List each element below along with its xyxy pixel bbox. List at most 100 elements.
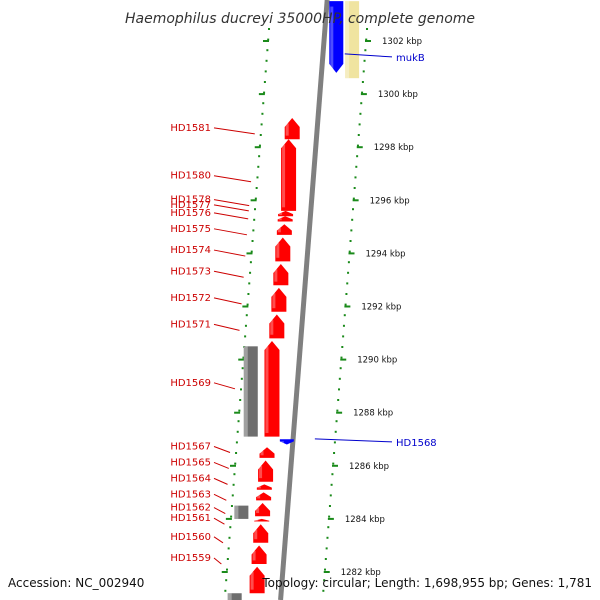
left-track-dot [226, 568, 229, 571]
left-track-dot [245, 314, 248, 317]
forward-cds-feature [269, 314, 285, 339]
right-track-dot [359, 112, 362, 115]
gene-label-left[interactable]: HD1563 [170, 489, 211, 500]
pseudogene-feature [243, 346, 258, 437]
left-track-dot [257, 165, 260, 168]
gene-label-left[interactable]: HD1569 [170, 378, 211, 389]
left-track-dot [235, 452, 238, 454]
right-track-dot [348, 250, 351, 253]
gene-label-left[interactable]: HD1571 [170, 319, 211, 330]
right-track-dot [336, 409, 339, 412]
forward-cds-feature [256, 492, 272, 501]
right-track-dot [338, 377, 341, 380]
right-track-dot [354, 176, 357, 179]
right-track-dot [325, 547, 328, 550]
left-track-dot [228, 536, 231, 539]
leader-line [213, 507, 226, 515]
gene-label-left[interactable]: HD1576 [170, 208, 211, 219]
left-track-dot [241, 367, 244, 370]
right-track-dot [347, 271, 350, 274]
left-track-dot [250, 250, 253, 253]
right-track-dot [333, 441, 336, 444]
left-track-dot [231, 494, 234, 497]
gene-label-left[interactable]: HD1561 [170, 513, 211, 524]
left-track-dot [255, 187, 258, 189]
gene-label-left[interactable]: HD1564 [170, 473, 211, 484]
right-track-dot [349, 240, 352, 242]
forward-cds-feature [251, 545, 267, 565]
right-track-dot [353, 187, 356, 189]
leader-line [213, 249, 246, 257]
gene-label-right[interactable]: mukB [396, 53, 425, 64]
gene-label-right[interactable]: HD1568 [396, 438, 437, 449]
right-track-dot [347, 261, 350, 264]
gene-label-left[interactable]: HD1574 [170, 245, 211, 256]
left-track-dot [232, 483, 235, 486]
leader-line [213, 228, 248, 236]
forward-cds-feature [255, 502, 271, 517]
left-track-dot [240, 377, 243, 380]
gene-label-left[interactable]: HD1572 [170, 293, 211, 304]
right-track-dot [357, 134, 360, 136]
left-track-dot [242, 356, 245, 359]
scale-label: 1302 kbp [382, 37, 422, 47]
leader-line [213, 557, 222, 565]
gene-label-left[interactable]: HD1559 [170, 553, 211, 564]
right-track-dot [365, 38, 368, 41]
label-leaders [213, 53, 393, 565]
leader-line [213, 493, 227, 501]
right-track-dot [361, 91, 364, 94]
accession-text: Accession: NC_002940 [8, 576, 144, 590]
left-track-dot [265, 59, 268, 62]
left-track-dot [259, 134, 262, 136]
left-track-dot [249, 271, 252, 274]
left-track-dot [260, 123, 263, 126]
sequence-backbone [278, 0, 330, 600]
leader-line [213, 461, 229, 469]
left-track-dot [254, 208, 257, 211]
leader-line [213, 297, 242, 305]
right-track-dot [331, 473, 334, 476]
right-track-dot [362, 70, 365, 73]
right-track-dot [323, 579, 326, 582]
right-track-dot [363, 59, 366, 62]
left-track-dot [246, 303, 249, 306]
gene-label-left[interactable]: HD1562 [170, 503, 211, 514]
left-track-dot [264, 70, 267, 73]
forward-cds-feature [281, 139, 297, 211]
left-track-dot [244, 335, 247, 338]
leader-line [213, 175, 252, 183]
gene-label-left[interactable]: HD1578 [170, 195, 211, 206]
left-track-dot [238, 409, 241, 412]
gene-label-left[interactable]: HD1560 [170, 532, 211, 543]
left-track-dot [263, 81, 266, 83]
left-track-dot [251, 240, 254, 242]
left-track-dot [248, 282, 251, 285]
leader-line [213, 204, 249, 212]
scale-label: 1298 kbp [374, 143, 414, 153]
right-track-dot [327, 526, 330, 529]
pseudogene-feature [234, 505, 249, 519]
gene-label-left[interactable]: HD1575 [170, 224, 211, 235]
forward-cds-feature [256, 484, 272, 490]
forward-cds-feature [276, 224, 292, 235]
right-track-dot [324, 568, 327, 571]
gene-label-left[interactable]: HD1573 [170, 266, 211, 277]
right-track-dot [352, 197, 355, 200]
gene-label-left[interactable]: HD1565 [170, 457, 211, 468]
left-track-dot [224, 589, 227, 592]
right-track-dot [356, 144, 359, 147]
left-track-dot [262, 102, 265, 105]
gene-label-left[interactable]: HD1580 [170, 171, 211, 182]
gene-label-left[interactable]: HD1577 [170, 200, 211, 211]
gene-label-left[interactable]: HD1581 [170, 123, 211, 134]
right-track-dot [326, 536, 329, 539]
gene-label-left[interactable]: HD1567 [170, 442, 211, 453]
scale-label: 1282 kbp [341, 568, 381, 578]
forward-cds-feature [264, 341, 280, 437]
forward-cds-feature [284, 117, 300, 140]
scale-label: 1292 kbp [361, 303, 401, 313]
scale-label: 1290 kbp [357, 356, 397, 366]
left-track-dot [230, 515, 233, 518]
